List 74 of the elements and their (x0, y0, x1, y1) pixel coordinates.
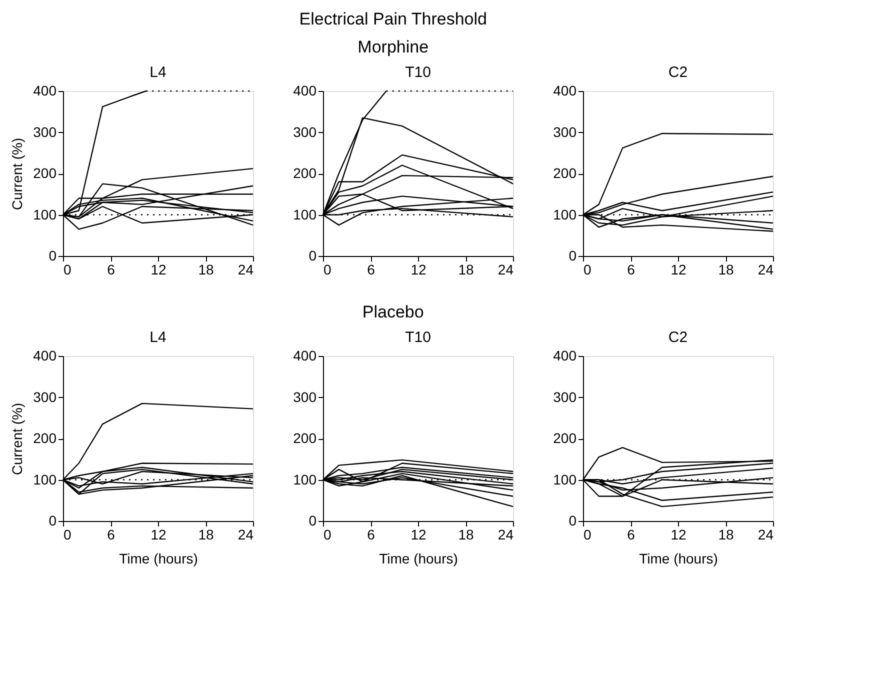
y-tick-label: 0 (308, 512, 317, 528)
x-tick-label: 24 (498, 262, 514, 278)
y-tick-label: 300 (33, 124, 57, 140)
y-tick-label: 100 (293, 471, 317, 488)
y-tick-label: 400 (293, 82, 317, 98)
x-tick-label: 12 (670, 262, 686, 278)
y-tick-label: 300 (553, 388, 577, 405)
y-tick-label: 0 (568, 248, 577, 264)
x-tick-label: 6 (367, 526, 376, 542)
y-tick-label: 400 (553, 82, 577, 98)
x-tick-label: 24 (238, 262, 254, 278)
x-tick-label: 24 (498, 526, 514, 542)
y-tick-label: 400 (293, 348, 317, 364)
y-tick-label: 100 (33, 471, 57, 488)
y-tick-label: 100 (33, 206, 57, 222)
y-tick-label: 200 (553, 430, 577, 446)
y-axis-title: Current (%) (9, 138, 26, 210)
y-tick-label: 300 (293, 124, 317, 140)
y-tick-label: 100 (553, 471, 577, 488)
x-tick-label: 0 (64, 526, 72, 542)
text: Morphine (358, 38, 429, 56)
y-tick-label: 300 (293, 388, 317, 405)
text: Placebo (362, 302, 424, 322)
x-tick-label: 12 (670, 526, 686, 542)
x-tick-label: 24 (758, 262, 774, 278)
x-tick-label: 18 (458, 262, 474, 278)
chart-title: C2 (668, 329, 688, 346)
x-tick-label: 12 (410, 526, 426, 542)
x-axis-title: Time (hours) (119, 550, 198, 566)
x-tick-label: 18 (198, 526, 214, 542)
x-tick-label: 6 (107, 262, 116, 278)
x-tick-label: 18 (198, 262, 214, 278)
x-tick-label: 24 (238, 526, 254, 542)
y-tick-label: 0 (308, 248, 317, 264)
x-tick-label: 6 (107, 526, 116, 542)
chart-title: L4 (150, 329, 166, 346)
x-tick-label: 24 (758, 526, 774, 542)
x-tick-label: 12 (150, 262, 166, 278)
y-tick-label: 400 (553, 348, 577, 364)
x-tick-label: 18 (718, 526, 734, 542)
y-tick-label: 0 (48, 512, 57, 528)
y-tick-label: 200 (33, 165, 57, 181)
x-tick-label: 0 (584, 262, 592, 278)
y-tick-label: 100 (293, 206, 317, 222)
x-axis-title: Time (hours) (639, 550, 718, 566)
x-tick-label: 12 (150, 526, 166, 542)
x-tick-label: 12 (410, 262, 426, 278)
y-tick-label: 0 (568, 512, 577, 528)
chart-title: L4 (150, 64, 166, 81)
chart-title: T10 (405, 329, 431, 346)
y-tick-label: 300 (553, 124, 577, 140)
y-tick-label: 200 (553, 165, 577, 181)
y-tick-label: 400 (33, 348, 57, 364)
x-tick-label: 6 (627, 262, 636, 278)
y-tick-label: 100 (553, 206, 577, 222)
x-tick-label: 0 (324, 526, 332, 542)
y-tick-label: 200 (293, 430, 317, 446)
x-tick-label: 0 (324, 262, 332, 278)
x-tick-label: 0 (64, 262, 72, 278)
y-tick-label: 400 (33, 82, 57, 98)
chart-title: T10 (405, 64, 431, 81)
x-tick-label: 6 (367, 262, 376, 278)
x-tick-label: 6 (627, 526, 636, 542)
y-tick-label: 0 (48, 248, 57, 264)
chart-title: C2 (668, 64, 688, 81)
x-tick-label: 18 (718, 262, 734, 278)
x-tick-label: 18 (458, 526, 474, 542)
y-tick-label: 200 (33, 430, 57, 446)
y-axis-title: Current (%) (9, 402, 26, 476)
text: Electrical Pain Threshold (299, 10, 487, 28)
y-tick-label: 200 (293, 165, 317, 181)
x-tick-label: 0 (584, 526, 592, 542)
y-tick-label: 300 (33, 388, 57, 405)
x-axis-title: Time (hours) (379, 550, 458, 566)
